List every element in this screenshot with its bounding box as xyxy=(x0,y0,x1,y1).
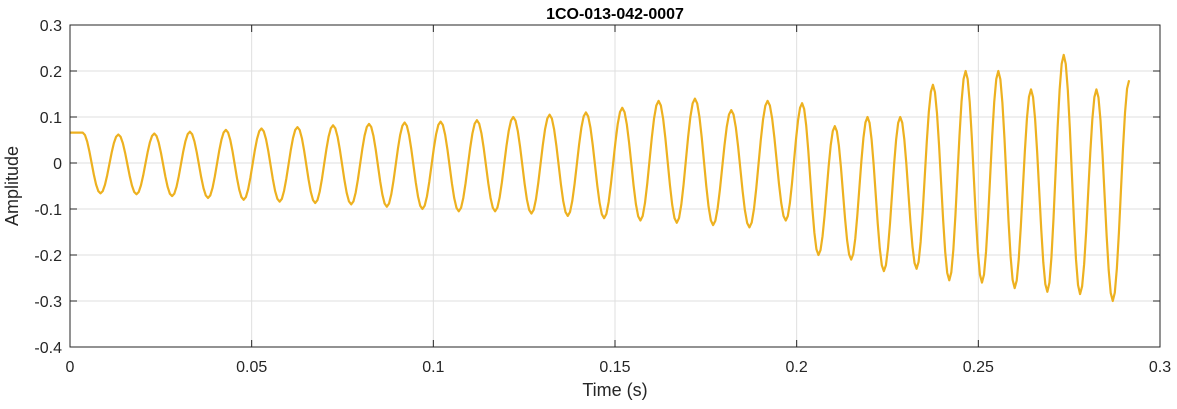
x-axis-label: Time (s) xyxy=(582,380,647,400)
series-line xyxy=(70,53,1131,303)
y-tick-label: 0 xyxy=(53,156,62,173)
y-tick-label: 0.3 xyxy=(40,18,62,35)
x-tick-label: 0 xyxy=(66,359,75,376)
x-tick-label: 0.3 xyxy=(1149,359,1171,376)
y-tick-label: -0.1 xyxy=(34,202,62,219)
chart-title: 1CO-013-042-0007 xyxy=(546,6,684,23)
series-layer xyxy=(70,53,1131,303)
y-tick-label: -0.3 xyxy=(34,294,62,311)
x-tick-label: 0.1 xyxy=(422,359,444,376)
x-tick-label: 0.05 xyxy=(236,359,267,376)
ticks: 0 0.05 0.1 0.15 0.2 0.25 0.3 -0.4 -0.3 -0.2 -0.1 0 0… xyxy=(34,18,1171,376)
x-tick-label: 0.15 xyxy=(599,359,630,376)
y-tick-label: -0.4 xyxy=(34,340,62,357)
y-tick-label: 0.2 xyxy=(40,64,62,81)
x-tick-label: 0.25 xyxy=(963,359,994,376)
y-axis-label: Amplitude xyxy=(2,146,22,226)
y-tick-label: -0.2 xyxy=(34,248,62,265)
x-tick-label: 0.2 xyxy=(786,359,808,376)
y-tick-label: 0.1 xyxy=(40,110,62,127)
